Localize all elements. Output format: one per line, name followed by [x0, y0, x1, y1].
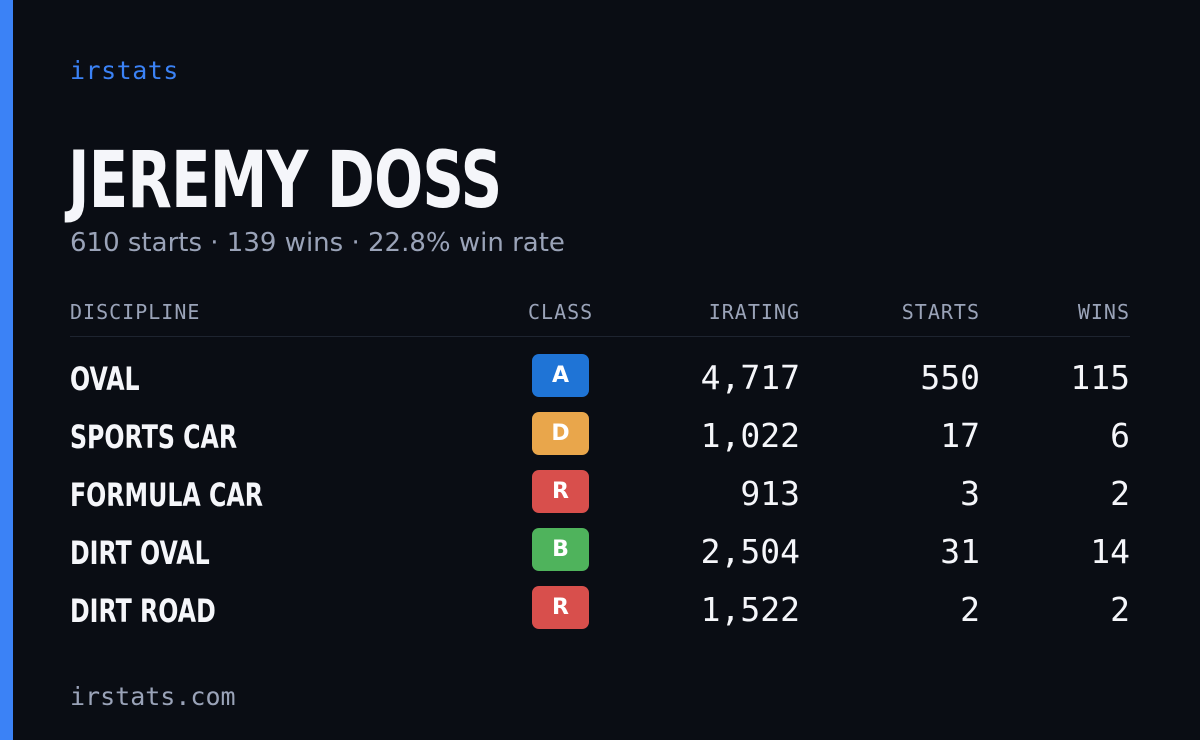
- wins-value: 6: [1110, 416, 1130, 455]
- irating-value: 2,504: [700, 532, 800, 571]
- wins-value: 115: [1070, 358, 1130, 397]
- starts-value: 550: [920, 358, 980, 397]
- starts-value: 17: [940, 416, 980, 455]
- starts-value: 31: [940, 532, 980, 571]
- table-row-sports-car: SPORTS CAR D 1,022 17 6: [70, 412, 1130, 462]
- irating-value: 1,522: [700, 590, 800, 629]
- header-discipline: DISCIPLINE: [70, 300, 201, 324]
- class-badge: B: [532, 528, 589, 571]
- irating-value: 913: [740, 474, 800, 513]
- table-row-oval: OVAL A 4,717 550 115: [70, 354, 1130, 404]
- brand-logo-text: irstats: [70, 56, 179, 85]
- irating-value: 4,717: [700, 358, 800, 397]
- class-badge: R: [532, 586, 589, 629]
- table-row-formula-car: FORMULA CAR R 913 3 2: [70, 470, 1130, 520]
- accent-bar: [0, 0, 13, 740]
- header-starts: STARTS: [901, 300, 980, 324]
- starts-value: 3: [960, 474, 980, 513]
- driver-summary: 610 starts · 139 wins · 22.8% win rate: [70, 228, 565, 258]
- wins-value: 2: [1110, 474, 1130, 513]
- discipline-label: DIRT OVAL: [70, 534, 210, 572]
- discipline-label: DIRT ROAD: [70, 592, 216, 630]
- table-header: DISCIPLINE CLASS IRATING STARTS WINS: [70, 298, 1130, 337]
- discipline-label: FORMULA CAR: [70, 476, 263, 514]
- class-badge: A: [532, 354, 589, 397]
- footer-url: irstats.com: [70, 682, 236, 711]
- class-badge: D: [532, 412, 589, 455]
- table-row-dirt-road: DIRT ROAD R 1,522 2 2: [70, 586, 1130, 636]
- header-wins: WINS: [1077, 300, 1130, 324]
- discipline-label: OVAL: [70, 360, 140, 398]
- table-row-dirt-oval: DIRT OVAL B 2,504 31 14: [70, 528, 1130, 578]
- header-irating: IRATING: [708, 300, 800, 324]
- driver-name: JEREMY DOSS: [68, 136, 502, 226]
- class-badge: R: [532, 470, 589, 513]
- starts-value: 2: [960, 590, 980, 629]
- header-class: CLASS: [528, 300, 594, 324]
- irating-value: 1,022: [700, 416, 800, 455]
- discipline-label: SPORTS CAR: [70, 418, 238, 456]
- wins-value: 2: [1110, 590, 1130, 629]
- wins-value: 14: [1090, 532, 1130, 571]
